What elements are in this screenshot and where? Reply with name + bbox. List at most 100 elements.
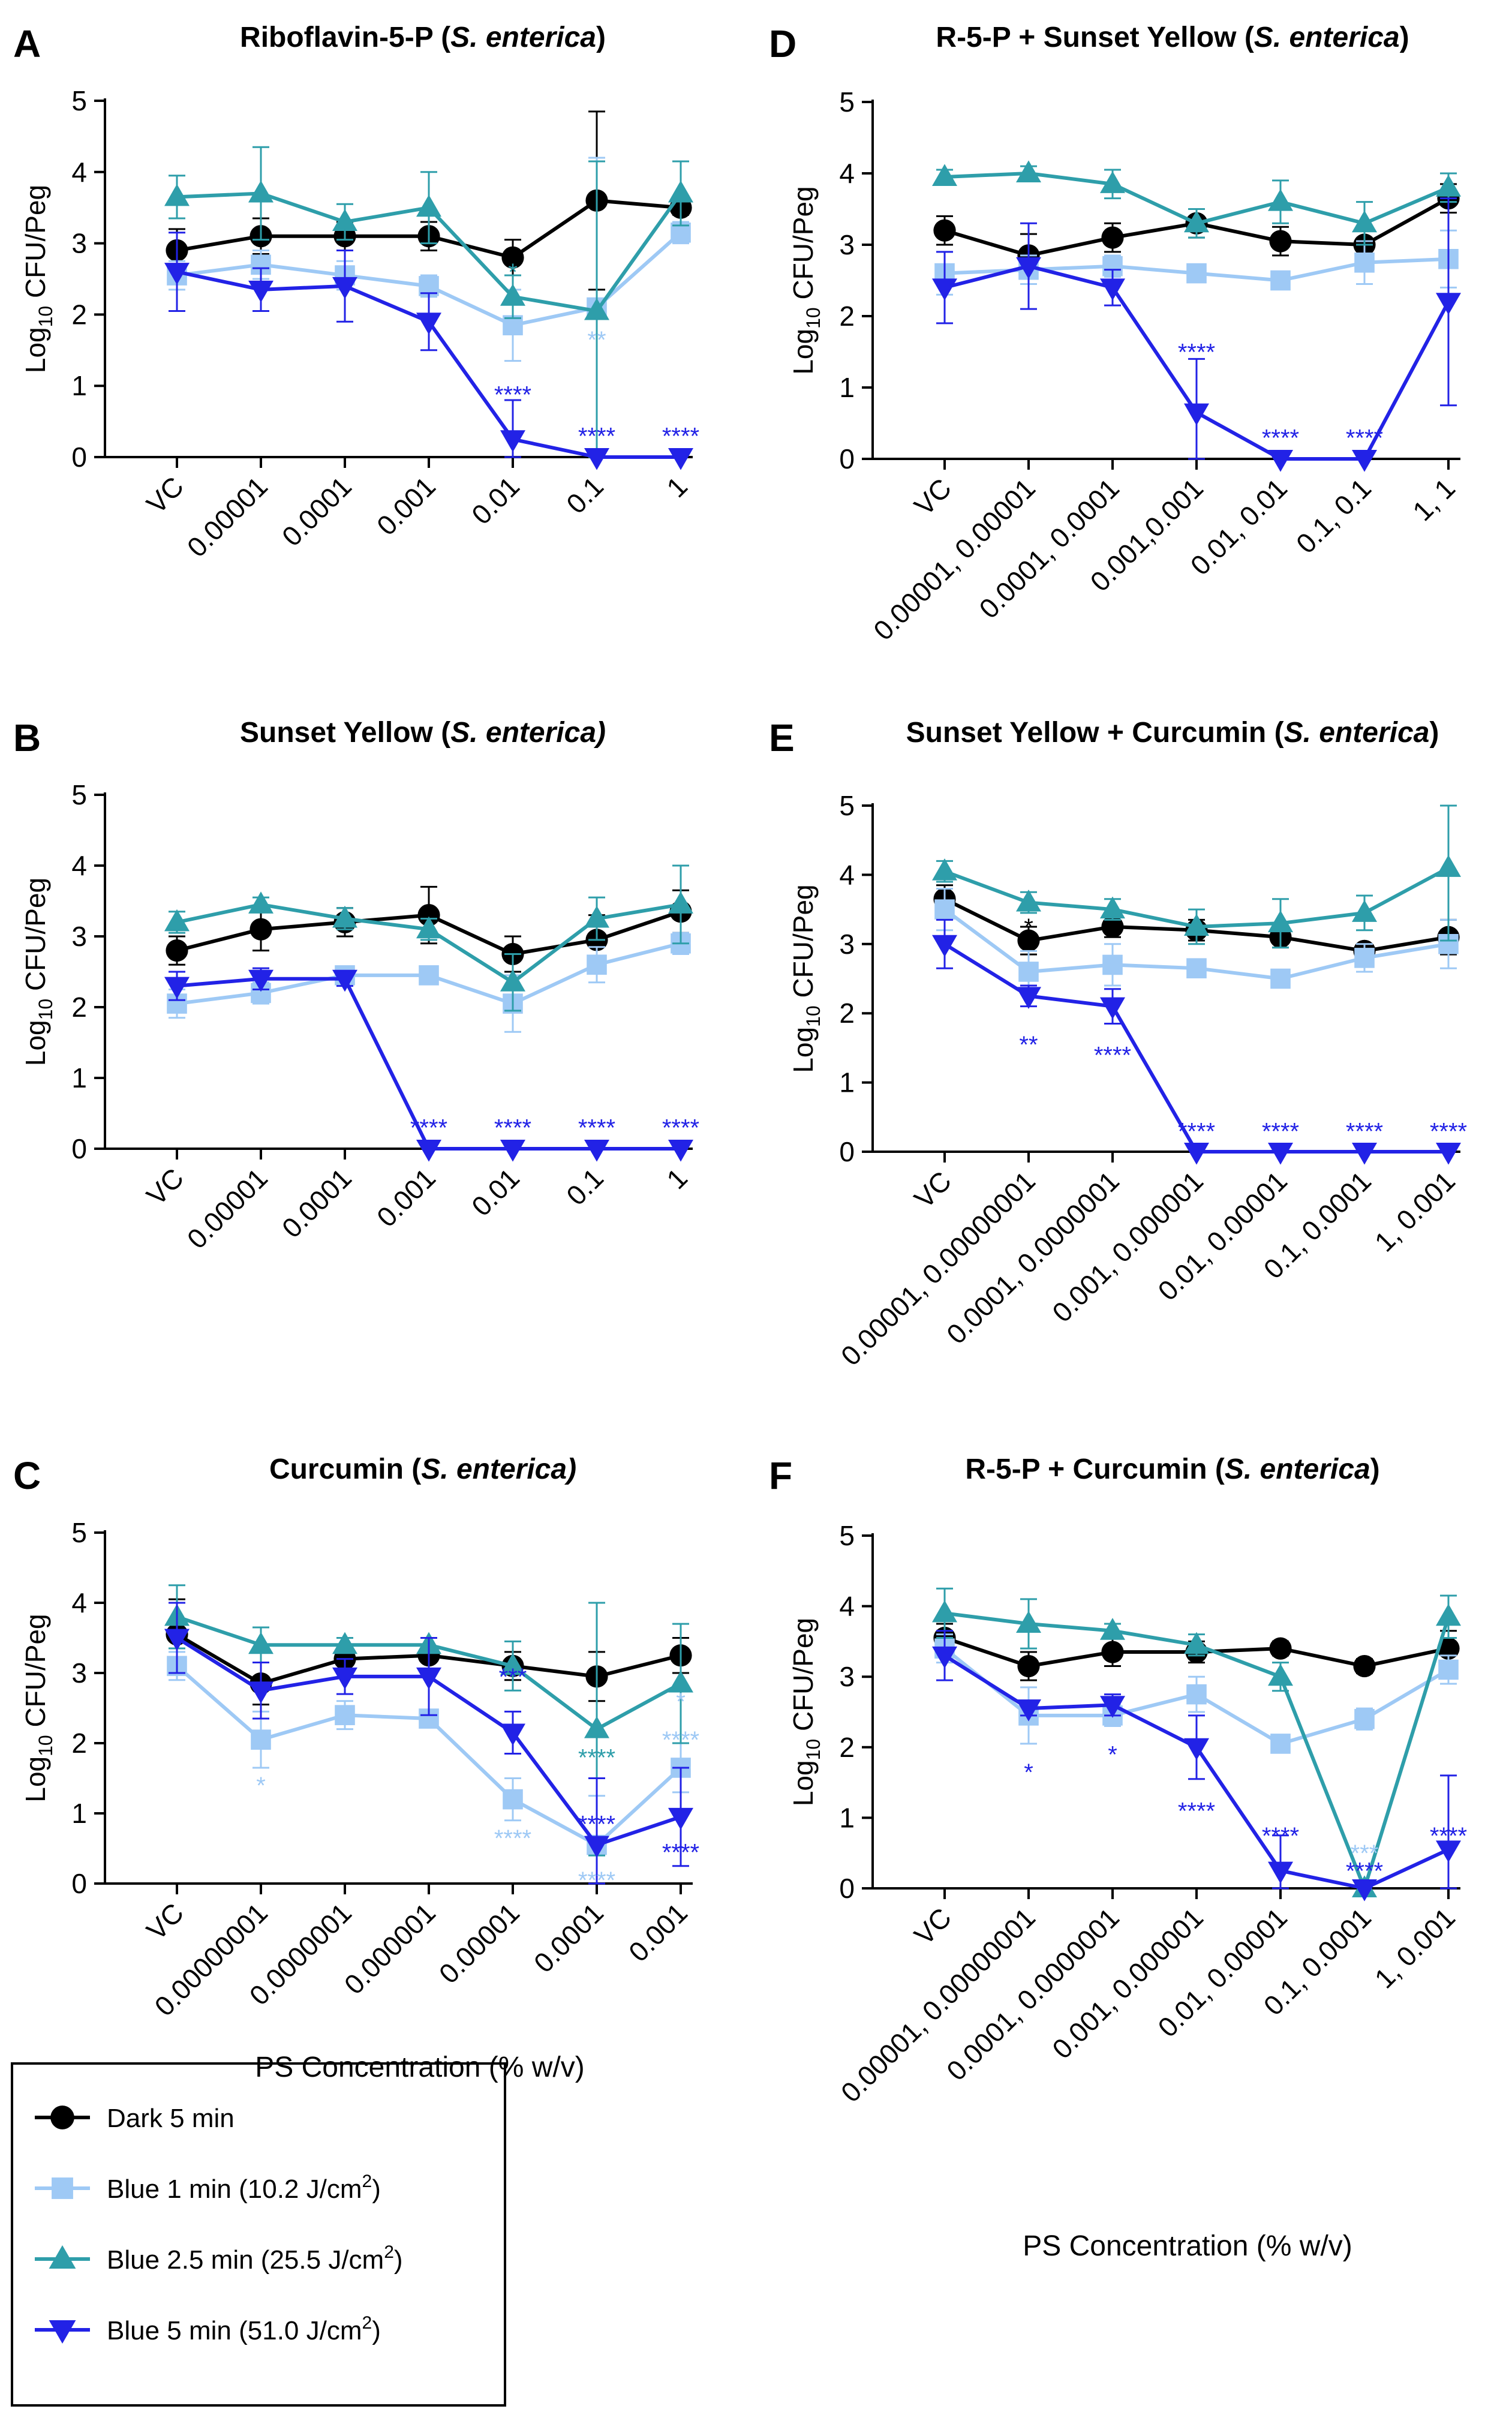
data-point [1352, 1143, 1377, 1165]
data-point [416, 313, 441, 335]
data-point [1437, 1637, 1460, 1660]
data-point [248, 891, 273, 914]
significance-label: * [1108, 1742, 1117, 1768]
data-point [419, 965, 439, 986]
x-tick-label: 0.001, 0.000001 [1046, 1165, 1209, 1328]
data-point [248, 1681, 273, 1704]
significance-label: *** [1351, 1840, 1379, 1867]
x-tick-label: 0.01 [465, 470, 525, 530]
y-tick-label: 5 [839, 790, 855, 821]
data-point [1186, 958, 1207, 978]
data-point [332, 969, 357, 992]
y-tick-label: 0 [839, 443, 855, 474]
y-tick-label: 0 [839, 1873, 855, 1904]
x-tick-label: 0.1 [560, 470, 609, 519]
y-tick-label: 5 [71, 779, 87, 810]
data-point [1016, 1699, 1041, 1722]
legend-box [11, 2062, 506, 2407]
data-point [1017, 929, 1040, 952]
data-point [587, 954, 607, 975]
data-point [932, 935, 957, 957]
chart-title: R-5-P + Curcumin (S. enterica) [965, 1453, 1379, 1485]
x-tick-label: 0.001 [371, 470, 441, 541]
data-point [1354, 948, 1375, 968]
data-point [1354, 1708, 1375, 1729]
data-point [500, 284, 525, 306]
data-point [248, 1632, 273, 1654]
y-tick-label: 1 [839, 1067, 855, 1098]
y-axis-title: Log10 CFU/Peg [787, 884, 824, 1073]
data-point [584, 1836, 609, 1858]
x-tick-label: VC [140, 470, 190, 519]
y-tick-label: 3 [839, 229, 855, 260]
significance-label: **** [1178, 1798, 1215, 1825]
data-point [933, 219, 956, 242]
significance-label: **** [1346, 1118, 1383, 1145]
data-point [1017, 1654, 1040, 1678]
legend-item: Blue 1 min (10.2 J/cm2) [35, 2171, 381, 2204]
x-tick-label: 0.1, 0.1 [1290, 472, 1377, 559]
significance-label: * [508, 259, 518, 286]
y-tick-label: 0 [71, 1868, 87, 1899]
data-point [1436, 1840, 1461, 1863]
data-point [335, 1705, 355, 1725]
significance-label: **** [1346, 425, 1383, 451]
data-point [500, 969, 525, 992]
data-point [251, 1729, 271, 1750]
data-point [1436, 1143, 1461, 1165]
data-point [932, 858, 957, 881]
x-tick-label: 0.001, 0.000001 [1046, 1902, 1209, 2065]
y-tick-label: 5 [839, 1520, 855, 1551]
data-point [1436, 293, 1461, 315]
data-point [248, 969, 273, 992]
significance-label: **** [494, 1825, 531, 1852]
significance-label: * [1024, 1759, 1033, 1786]
panel-letter: E [769, 716, 795, 759]
data-point [584, 448, 609, 470]
significance-label: **** [662, 1839, 699, 1866]
x-tick-label: 0.00001, 0.00001 [867, 472, 1041, 646]
significance-label: **** [578, 1115, 615, 1142]
y-tick-label: 3 [71, 228, 87, 259]
data-point [1184, 914, 1209, 936]
data-point [332, 1667, 357, 1690]
panel-d: D R-5-P + Sunset Yellow (S. enterica) 0 1 2 3… [769, 22, 1461, 646]
data-point [584, 298, 609, 320]
significance-label: **** [1262, 1118, 1299, 1145]
data-point [164, 909, 190, 932]
data-point [668, 891, 693, 914]
data-point [332, 1632, 357, 1654]
data-point [416, 194, 441, 217]
y-tick-label: 4 [839, 1591, 855, 1622]
series-blue25 [932, 160, 1461, 246]
series-blue25 [932, 804, 1461, 949]
y-tick-label: 3 [839, 1661, 855, 1692]
data-point [500, 1723, 525, 1746]
data-point [1270, 968, 1291, 989]
data-point [332, 277, 357, 299]
y-tick-label: 1 [71, 370, 87, 401]
series-blue5 [164, 232, 693, 470]
y-tick-label: 3 [71, 921, 87, 952]
significance-label: **** [578, 423, 615, 449]
legend-item: Blue 5 min (51.0 J/cm2) [35, 2313, 381, 2345]
y-tick-label: 5 [839, 86, 855, 118]
significance-label: **** [494, 382, 531, 408]
y-tick-label: 4 [839, 859, 855, 890]
y-axis-title: Log10 CFU/Peg [20, 185, 56, 373]
y-tick-label: 2 [839, 998, 855, 1029]
legend-item: Blue 2.5 min (25.5 J/cm2) [35, 2242, 403, 2275]
data-point [668, 448, 693, 470]
legend-label: Blue 2.5 min (25.5 J/cm2) [107, 2242, 403, 2275]
x-tick-label: 1 [660, 470, 693, 503]
significance-label: **** [1094, 1042, 1131, 1068]
data-point [584, 905, 609, 928]
data-point [164, 263, 190, 285]
y-tick-label: 0 [71, 441, 87, 473]
data-point [500, 430, 525, 452]
data-point [668, 1670, 693, 1693]
data-point [1100, 997, 1125, 1020]
y-tick-label: 0 [839, 1136, 855, 1167]
series-blue5 [932, 1630, 1461, 1902]
x-tick-label: 0.00001 [181, 470, 273, 563]
